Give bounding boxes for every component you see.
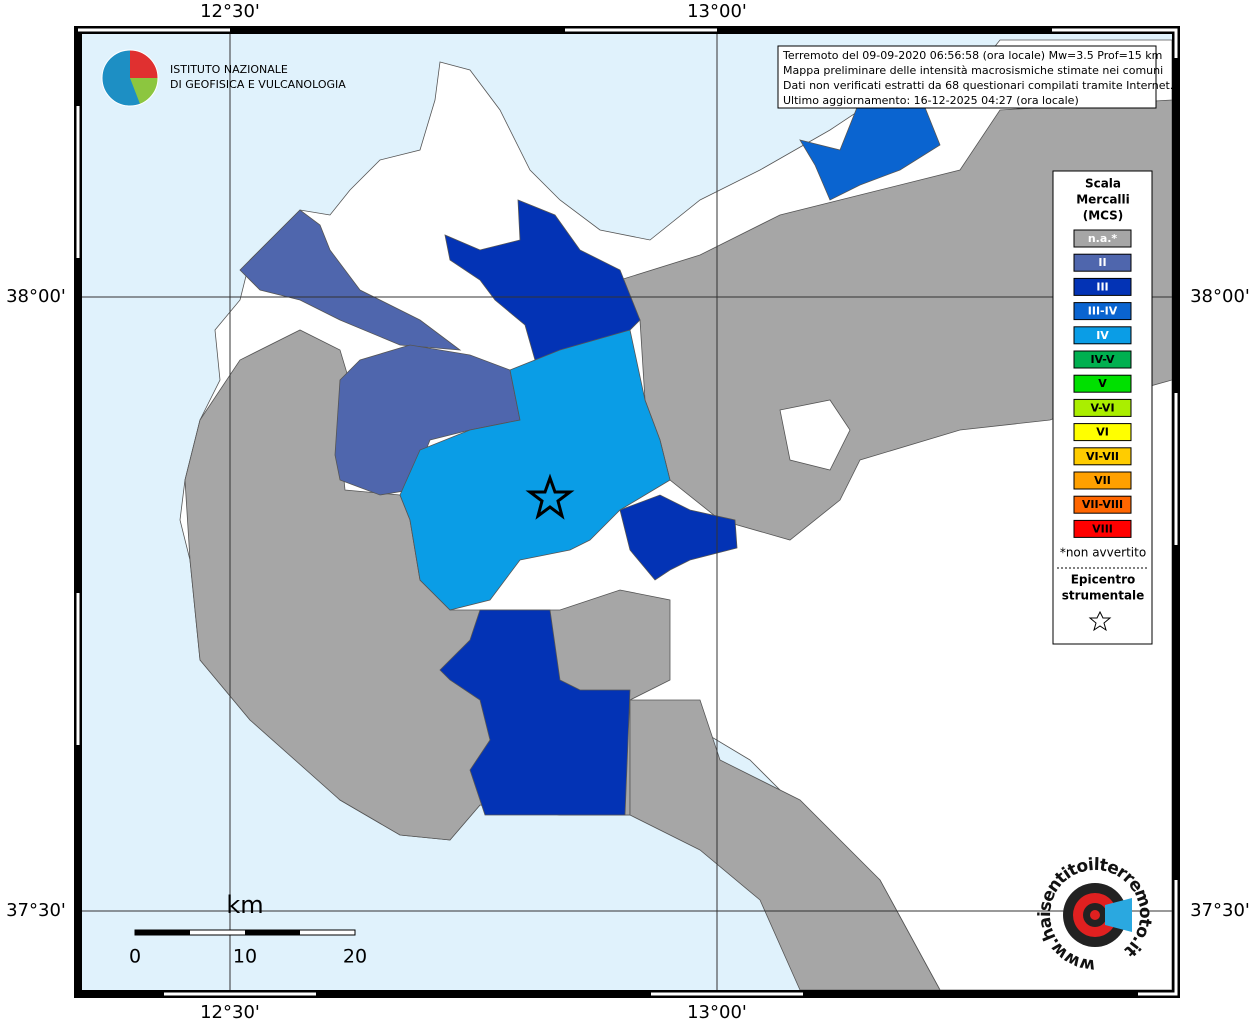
legend-swatch <box>1073 326 1132 345</box>
legend-label: VII-VIII <box>1082 498 1123 511</box>
legend-swatch <box>1073 495 1132 514</box>
ingv-logo: ISTITUTO NAZIONALE DI GEOFISICA E VULCAN… <box>101 49 346 107</box>
legend-label: III-IV <box>1088 305 1118 318</box>
logo-text: DI GEOFISICA E VULCANOLOGIA <box>170 78 346 91</box>
legend-label: IV-V <box>1090 353 1115 366</box>
grid-label: 37°30' <box>1190 900 1250 921</box>
legend-label: IV <box>1096 329 1109 342</box>
legend-swatch <box>1073 253 1132 272</box>
land <box>779 399 851 471</box>
scale-tick: 20 <box>343 946 367 968</box>
legend-title: Mercalli <box>1076 193 1130 207</box>
grid-label: 37°30' <box>6 900 66 921</box>
legend-swatch <box>1073 519 1132 538</box>
info-line: Ultimo aggiornamento: 16-12-2025 04:27 (… <box>783 94 1079 107</box>
region-iii <box>619 494 738 581</box>
legend-label: V-VI <box>1090 401 1114 414</box>
legend-label: n.a.* <box>1088 232 1118 245</box>
scale-tick: 0 <box>129 946 141 968</box>
legend-swatch <box>1073 447 1132 466</box>
grid-label: 12°30' <box>200 1 260 22</box>
legend-epicenter: Epicentro <box>1071 573 1136 587</box>
legend-epicenter: strumentale <box>1062 589 1145 603</box>
legend-swatch <box>1073 423 1132 442</box>
scale-unit: km <box>226 891 263 919</box>
frame-pattern <box>76 28 1178 996</box>
region-iii-iv <box>799 94 941 201</box>
legend-label: V <box>1098 377 1107 390</box>
legend-label: III <box>1096 280 1108 293</box>
legend-label: VI <box>1096 426 1109 439</box>
legend-swatch <box>1073 471 1132 490</box>
legend-title: Scala <box>1085 177 1121 191</box>
legend-label: VIII <box>1092 522 1113 535</box>
region-iii <box>439 609 631 816</box>
grid-label: 38°00' <box>1190 286 1250 307</box>
legend-swatch <box>1073 302 1132 321</box>
info-line: Mappa preliminare delle intensità macros… <box>783 64 1163 77</box>
region-iv <box>399 329 671 611</box>
legend-swatch <box>1073 350 1132 369</box>
logo-text: ISTITUTO NAZIONALE <box>170 63 288 76</box>
grid-label: 13°00' <box>687 1002 747 1023</box>
scale-tick: 10 <box>233 946 257 968</box>
grid-label: 38°00' <box>6 286 66 307</box>
legend-label: VII <box>1094 474 1111 487</box>
epicenter-star <box>525 473 575 520</box>
legend-note: *non avvertito <box>1060 546 1146 560</box>
info-line: Terremoto del 09-09-2020 06:56:58 (ora l… <box>782 49 1162 62</box>
scale-bar: km 0 10 20 <box>129 891 367 968</box>
legend-swatch <box>1073 374 1132 393</box>
legend-swatch <box>1073 398 1132 417</box>
grid-label: 13°00' <box>687 1 747 22</box>
legend-title: (MCS) <box>1083 209 1124 223</box>
graticule <box>78 30 1176 994</box>
legend-star <box>1088 610 1112 632</box>
legend-swatch <box>1073 277 1132 296</box>
legend-swatch <box>1073 229 1132 248</box>
site-logo: www.haisentitoilterremoto.it <box>1035 855 1155 976</box>
region-ii <box>239 209 462 351</box>
info-box <box>777 45 1157 109</box>
legend-label: II <box>1098 256 1106 269</box>
info-line: Dati non verificati estratti da 68 quest… <box>783 79 1173 92</box>
grid-label: 12°30' <box>200 1002 260 1023</box>
legend-label: VI-VII <box>1086 450 1119 463</box>
